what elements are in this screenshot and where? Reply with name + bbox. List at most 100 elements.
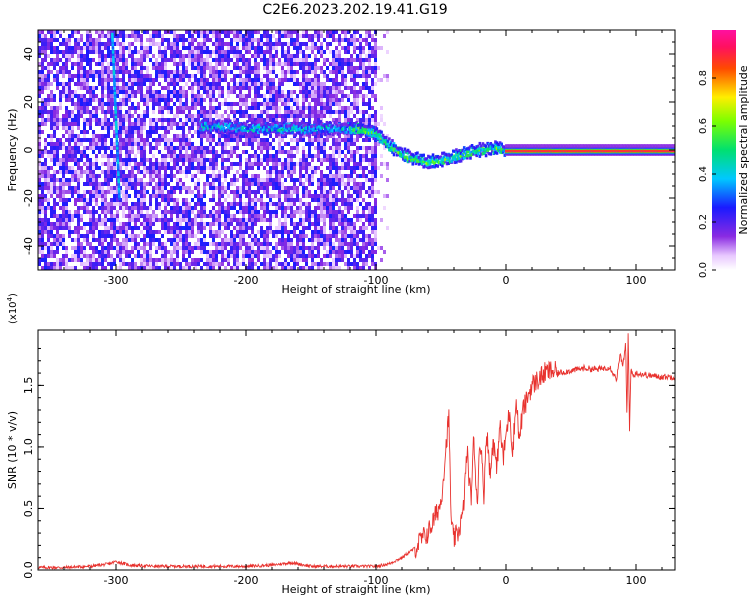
heat-cell: [215, 158, 218, 162]
heat-cell: [305, 226, 308, 230]
heat-cell: [137, 146, 140, 150]
heat-cell: [41, 106, 44, 110]
heat-cell: [290, 238, 293, 242]
heat-cell: [170, 190, 173, 194]
heat-cell: [191, 162, 194, 166]
heat-cell: [143, 50, 146, 54]
heat-cell: [293, 110, 296, 114]
heat-cell: [125, 118, 128, 122]
heat-cell: [344, 38, 347, 42]
heat-cell: [41, 182, 44, 186]
heat-cell: [74, 82, 77, 86]
heat-cell: [143, 74, 146, 78]
heat-cell: [191, 222, 194, 226]
heat-cell: [89, 242, 92, 246]
heat-cell: [230, 202, 233, 206]
heat-cell: [212, 174, 215, 178]
heat-cell: [80, 106, 83, 110]
heat-cell: [107, 170, 110, 174]
heat-cell: [71, 94, 74, 98]
heat-cell: [215, 210, 218, 214]
heat-cell: [74, 146, 77, 150]
heat-cell: [92, 254, 95, 258]
heat-cell: [77, 214, 80, 218]
heat-cell: [299, 62, 302, 66]
heat-cell: [104, 102, 107, 106]
heat-cell: [125, 94, 128, 98]
heat-cell: [80, 98, 83, 102]
heat-cell: [38, 90, 41, 94]
heat-cell: [140, 254, 143, 258]
heat-cell: [290, 246, 293, 250]
heat-cell: [326, 78, 329, 82]
heat-cell: [305, 218, 308, 222]
heat-cell: [98, 150, 101, 154]
heat-cell: [152, 66, 155, 70]
heat-cell: [347, 162, 350, 166]
heat-cell: [269, 178, 272, 182]
heat-cell: [167, 262, 170, 266]
heat-cell: [293, 202, 296, 206]
heat-cell: [173, 210, 176, 214]
heat-cell: [140, 66, 143, 70]
heat-cell: [263, 62, 266, 66]
heat-cell: [251, 66, 254, 70]
heat-cell: [200, 146, 203, 150]
heat-cell: [212, 34, 215, 38]
heat-cell: [128, 50, 131, 54]
heat-cell: [206, 30, 209, 34]
heat-cell: [68, 154, 71, 158]
heat-cell: [182, 90, 185, 94]
heat-cell: [350, 222, 353, 226]
heat-cell: [152, 54, 155, 58]
heat-cell: [119, 190, 122, 194]
heat-cell: [335, 266, 338, 270]
heat-cell: [257, 54, 260, 58]
heat-cell: [254, 138, 257, 142]
heat-cell: [116, 86, 119, 90]
heat-cell: [194, 182, 197, 186]
heat-cell: [329, 50, 332, 54]
heat-cell: [221, 242, 224, 246]
heat-cell: [41, 238, 44, 242]
heat-cell: [257, 114, 260, 118]
heat-cell: [113, 34, 116, 38]
heat-cell: [50, 174, 53, 178]
heat-cell: [80, 70, 83, 74]
heat-cell: [362, 66, 365, 70]
heat-cell: [71, 130, 74, 134]
heat-cell: [272, 114, 275, 118]
heat-cell: [326, 98, 329, 102]
heat-cell: [47, 150, 50, 154]
heat-cell: [107, 78, 110, 82]
heat-cell: [104, 142, 107, 146]
heat-cell: [164, 154, 167, 158]
heat-cell: [281, 54, 284, 58]
heat-cell: [47, 182, 50, 186]
heat-cell: [74, 174, 77, 178]
heat-cell: [224, 266, 227, 270]
heat-cell: [149, 266, 152, 270]
heat-cell: [173, 202, 176, 206]
heat-cell: [203, 190, 206, 194]
heat-cell: [227, 138, 230, 142]
heat-cell: [119, 126, 122, 130]
heat-cell: [170, 70, 173, 74]
heat-cell: [239, 58, 242, 62]
heat-cell: [323, 202, 326, 206]
heat-cell: [107, 86, 110, 90]
heat-cell: [47, 110, 50, 114]
heat-cell: [272, 58, 275, 62]
heat-cell: [230, 70, 233, 74]
heat-cell: [239, 194, 242, 198]
heat-cell: [356, 198, 359, 202]
heat-cell: [320, 102, 323, 106]
heat-cell: [245, 206, 248, 210]
heat-cell: [293, 226, 296, 230]
heat-cell: [44, 182, 47, 186]
heat-cell: [104, 238, 107, 242]
heat-cell: [44, 194, 47, 198]
heat-cell: [47, 250, 50, 254]
heat-cell: [95, 98, 98, 102]
heat-cell: [50, 158, 53, 162]
